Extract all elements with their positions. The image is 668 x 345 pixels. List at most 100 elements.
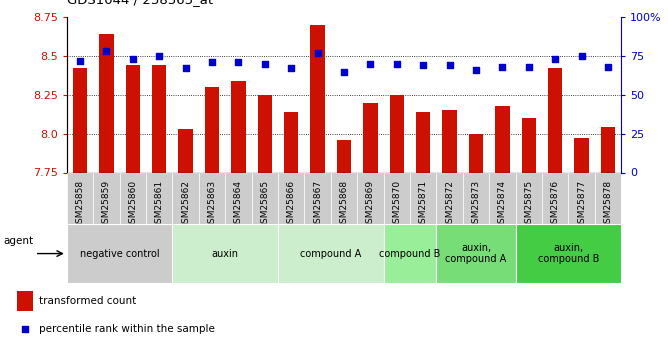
Bar (436, 224, 516, 283)
Text: GDS1044 / 258565_at: GDS1044 / 258565_at (67, 0, 213, 6)
Point (206, 59, 217, 65)
Text: GSM25873: GSM25873 (472, 180, 480, 229)
Bar (146, 172, 172, 224)
Bar (278, 172, 305, 224)
Bar (73, 68, 88, 172)
Text: GSM25872: GSM25872 (445, 180, 454, 229)
Bar (284, 112, 299, 172)
Bar (410, 172, 436, 224)
Text: GSM25871: GSM25871 (419, 180, 428, 229)
Bar (389, 95, 404, 172)
Bar (205, 87, 219, 172)
Text: GSM25862: GSM25862 (181, 180, 190, 229)
Text: GSM25875: GSM25875 (524, 180, 533, 229)
Text: GSM25877: GSM25877 (577, 180, 586, 229)
Text: compound A: compound A (300, 249, 361, 258)
Bar (311, 25, 325, 172)
Bar (178, 129, 193, 172)
Bar (568, 172, 595, 224)
Text: GSM25869: GSM25869 (366, 180, 375, 229)
Point (339, 69, 349, 74)
Point (312, 50, 323, 56)
Bar (522, 118, 536, 172)
Bar (383, 172, 410, 224)
Bar (495, 106, 510, 172)
Bar (516, 224, 621, 283)
Bar (574, 138, 589, 172)
Text: auxin,
compound A: auxin, compound A (446, 243, 506, 264)
Point (365, 61, 376, 67)
Text: agent: agent (3, 236, 33, 246)
Bar (469, 134, 483, 172)
Bar (67, 172, 94, 224)
Bar (172, 172, 199, 224)
Text: auxin: auxin (212, 249, 238, 258)
Bar (231, 81, 246, 172)
Point (524, 64, 534, 70)
Bar (258, 95, 272, 172)
Point (418, 63, 429, 68)
Text: percentile rank within the sample: percentile rank within the sample (39, 325, 215, 334)
Bar (225, 172, 252, 224)
Text: negative control: negative control (79, 249, 160, 258)
Bar (363, 103, 377, 172)
Point (444, 63, 455, 68)
Bar (17, 291, 33, 311)
Point (603, 64, 613, 70)
Bar (442, 110, 457, 172)
Bar (383, 224, 436, 283)
Bar (463, 172, 489, 224)
Point (471, 67, 482, 73)
Bar (199, 172, 225, 224)
Bar (331, 172, 357, 224)
Bar (252, 172, 278, 224)
Bar (120, 172, 146, 224)
Text: GSM25859: GSM25859 (102, 180, 111, 229)
Point (233, 59, 244, 65)
Text: GSM25874: GSM25874 (498, 180, 507, 229)
Text: GSM25861: GSM25861 (155, 180, 164, 229)
Text: GSM25878: GSM25878 (604, 180, 613, 229)
Text: GSM25858: GSM25858 (75, 180, 84, 229)
Point (497, 64, 508, 70)
Bar (67, 224, 172, 283)
Point (286, 66, 297, 71)
Text: auxin,
compound B: auxin, compound B (538, 243, 599, 264)
Bar (278, 224, 383, 283)
Point (391, 61, 402, 67)
Text: GSM25870: GSM25870 (392, 180, 401, 229)
Bar (542, 172, 568, 224)
Point (576, 53, 587, 59)
Text: GSM25860: GSM25860 (128, 180, 138, 229)
Bar (516, 172, 542, 224)
Text: GSM25866: GSM25866 (287, 180, 296, 229)
Bar (601, 128, 615, 172)
Text: GSM25865: GSM25865 (261, 180, 269, 229)
Bar (94, 172, 120, 224)
Text: compound B: compound B (379, 249, 441, 258)
Text: GSM25863: GSM25863 (208, 180, 216, 229)
Point (550, 57, 560, 62)
Text: GSM25876: GSM25876 (550, 180, 560, 229)
Point (75, 58, 86, 63)
Bar (305, 172, 331, 224)
Point (154, 53, 164, 59)
Point (128, 57, 138, 62)
Text: transformed count: transformed count (39, 296, 137, 306)
Bar (416, 112, 430, 172)
Bar (126, 66, 140, 172)
Point (259, 61, 270, 67)
Bar (357, 172, 383, 224)
Bar (595, 172, 621, 224)
Bar (436, 172, 463, 224)
Text: GSM25864: GSM25864 (234, 180, 243, 229)
Bar (548, 68, 562, 172)
Point (180, 66, 191, 71)
Bar (172, 224, 278, 283)
Bar (337, 140, 351, 172)
Text: GSM25868: GSM25868 (339, 180, 349, 229)
Bar (99, 34, 114, 172)
Bar (152, 66, 166, 172)
Point (20, 327, 31, 332)
Text: GSM25867: GSM25867 (313, 180, 322, 229)
